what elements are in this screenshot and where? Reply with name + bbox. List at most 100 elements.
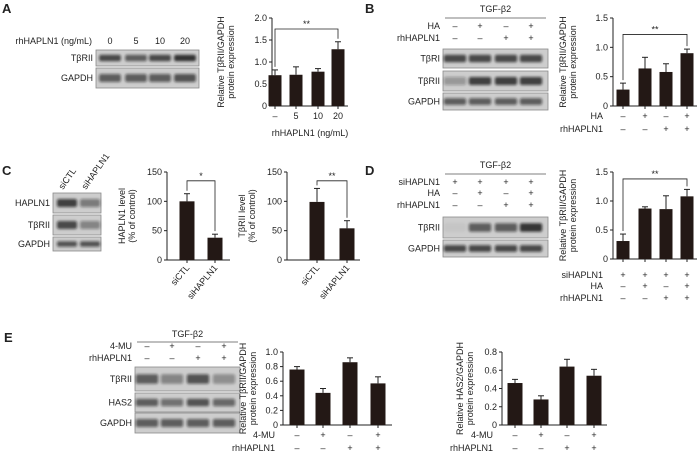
- condition-value: +: [684, 124, 689, 134]
- condition-value: 10: [155, 36, 165, 46]
- condition-value: +: [477, 177, 482, 187]
- blot-band: [519, 223, 543, 232]
- lane-label: siHAPLN1: [79, 151, 111, 191]
- blot-label: HAS2: [108, 398, 132, 408]
- significance-label: **: [303, 19, 311, 29]
- condition-value: –: [452, 188, 457, 198]
- blot-band: [468, 223, 492, 232]
- blot-strip: [95, 49, 200, 67]
- bar: [370, 383, 386, 425]
- blot-band: [443, 98, 467, 105]
- bar: [680, 196, 694, 259]
- condition-value: –: [503, 188, 508, 198]
- blot-band: [80, 199, 100, 207]
- condition-label: rhHAPLN1: [397, 200, 440, 210]
- condition-value: +: [528, 177, 533, 187]
- x-tick-label: siHAPLN1: [317, 263, 351, 301]
- condition-value: +: [564, 443, 569, 453]
- treatment-label: TGF-β2: [172, 329, 203, 339]
- condition-label: HA: [590, 111, 603, 121]
- blot-label: TβRII: [418, 223, 440, 233]
- bar: [586, 375, 602, 425]
- y-axis-label: TβRII level: [237, 194, 247, 237]
- condition-value: –: [642, 293, 647, 303]
- bar: [315, 392, 331, 425]
- bar: [311, 71, 325, 106]
- blot-band: [186, 374, 210, 384]
- y-axis-label: protein expression: [248, 352, 258, 426]
- y-axis-label: Relative TβRII/GAPDH: [216, 16, 226, 108]
- condition-value: +: [477, 21, 482, 31]
- condition-value: +: [221, 341, 226, 351]
- blot-band: [99, 74, 121, 82]
- condition-value: +: [169, 341, 174, 351]
- y-tick-label: 1.0: [265, 347, 278, 357]
- condition-label: 4-MU: [110, 341, 132, 351]
- y-tick-label: 0.4: [484, 384, 497, 394]
- y-tick-label: 100: [147, 196, 162, 206]
- condition-value: 5: [133, 36, 138, 46]
- y-tick-label: 0: [262, 101, 267, 111]
- condition-value: –: [452, 21, 457, 31]
- condition-value: +: [538, 430, 543, 440]
- condition-value: 20: [180, 36, 190, 46]
- condition-value: –: [512, 443, 517, 453]
- condition-value: –: [620, 111, 625, 121]
- y-tick-label: 50: [272, 226, 282, 236]
- y-tick-label: 0.5: [595, 225, 608, 235]
- panel-label-d: D: [365, 163, 374, 178]
- treatment-label: TGF-β2: [480, 160, 511, 170]
- bar: [507, 383, 523, 425]
- condition-value: –: [320, 443, 325, 453]
- condition-value: +: [591, 430, 596, 440]
- condition-label: 4-MU: [253, 430, 275, 440]
- blot-band: [519, 77, 543, 85]
- blot-label: GAPDH: [408, 244, 440, 254]
- bar: [680, 53, 694, 106]
- x-tick-label: –: [272, 111, 277, 121]
- y-tick-label: 150: [147, 167, 162, 177]
- blot-band: [149, 54, 171, 62]
- bar: [339, 228, 355, 260]
- condition-value: +: [477, 188, 482, 198]
- blot-band: [186, 398, 210, 407]
- condition-value: –: [477, 33, 482, 43]
- y-tick-label: 1.5: [254, 35, 267, 45]
- x-tick-label: 5: [293, 111, 298, 121]
- condition-value: –: [512, 430, 517, 440]
- condition-value: +: [528, 200, 533, 210]
- condition-value: –: [347, 430, 352, 440]
- bar: [659, 71, 673, 106]
- bar: [309, 201, 325, 260]
- blot-band: [494, 223, 518, 232]
- blot-label: HAPLN1: [15, 198, 50, 208]
- blot-band: [212, 419, 236, 427]
- y-tick-label: 0.6: [484, 365, 497, 375]
- condition-value: +: [347, 443, 352, 453]
- y-axis-label: protein expression: [568, 179, 578, 253]
- condition-value: +: [620, 270, 625, 280]
- condition-value: +: [684, 111, 689, 121]
- condition-value: +: [528, 33, 533, 43]
- blot-label: TβRI: [420, 54, 440, 64]
- bar: [268, 75, 282, 106]
- blot-label: GAPDH: [61, 73, 93, 83]
- bar: [616, 241, 630, 259]
- panel-label-b: B: [365, 1, 374, 16]
- panel-label-e: E: [4, 330, 13, 345]
- condition-label: HA: [427, 188, 440, 198]
- y-tick-label: 0: [277, 255, 282, 265]
- y-tick-label: 100: [267, 196, 282, 206]
- blot-band: [212, 398, 236, 407]
- blot-band: [160, 398, 184, 407]
- condition-label: siHAPLN1: [561, 270, 603, 280]
- bar: [533, 399, 549, 425]
- blot-band: [80, 241, 100, 247]
- y-axis-label: Relative TβRII/GAPDH: [558, 16, 568, 108]
- blot-band: [135, 419, 159, 427]
- bar: [179, 201, 195, 260]
- bar: [289, 369, 305, 425]
- y-axis-label: (% of control): [127, 189, 137, 243]
- significance-bracket: [316, 180, 348, 218]
